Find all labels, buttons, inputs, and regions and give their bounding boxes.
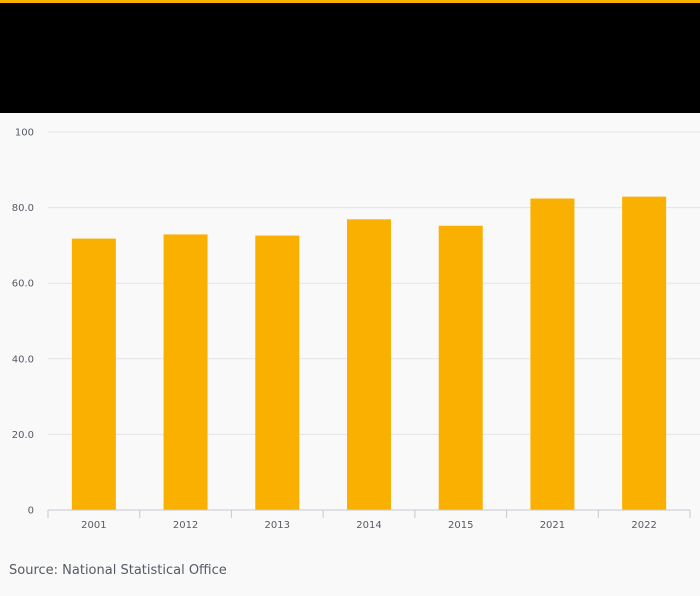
y-tick-label: 100 [15, 128, 34, 139]
x-axis [47, 509, 691, 518]
y-tick-label: 60.0 [12, 279, 34, 290]
bar-2001[interactable] [71, 238, 116, 510]
source-note: Source: National Statistical Office [9, 563, 227, 578]
y-tick-label: 40.0 [12, 354, 34, 365]
x-tick-label: 2013 [265, 520, 290, 531]
bar-2022[interactable] [622, 196, 667, 510]
bar-2014[interactable] [347, 219, 391, 510]
x-tick-label: 2012 [173, 520, 198, 531]
bars [71, 196, 667, 511]
bar-2021[interactable] [530, 198, 575, 510]
y-tick-label: 20.0 [12, 430, 34, 441]
y-tick-label: 0 [28, 506, 34, 517]
tick-labels: 0 20.0 40.0 60.0 80.0 100 2001 2012 2013 2014 2015… [12, 128, 657, 532]
bar-chart: 0 20.0 40.0 60.0 80.0 100 2001 2012 2013 2014 2015… [12, 128, 700, 532]
top-accent-bar [0, 0, 700, 3]
x-tick-label: 2001 [81, 520, 106, 531]
bar-2015[interactable] [438, 225, 483, 510]
chart-header [0, 3, 700, 113]
bar-2013[interactable] [255, 235, 300, 510]
x-tick-label: 2022 [631, 520, 656, 531]
x-tick-label: 2021 [540, 520, 565, 531]
y-tick-label: 80.0 [12, 203, 34, 214]
x-tick-label: 2014 [356, 520, 381, 531]
bar-2012[interactable] [163, 234, 208, 511]
x-tick-label: 2015 [448, 520, 473, 531]
